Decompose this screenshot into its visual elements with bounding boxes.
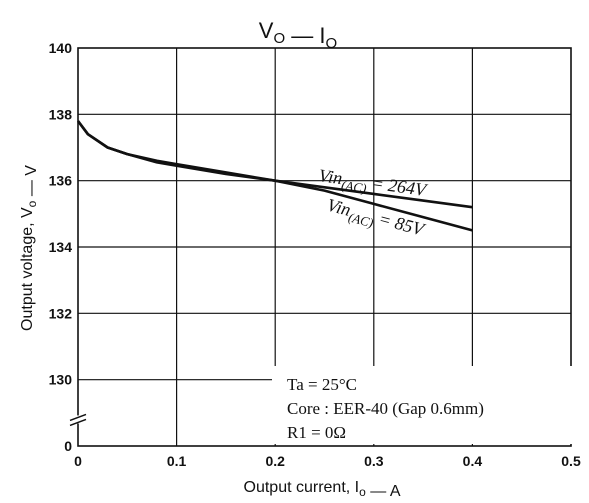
y-tick-5: 138 bbox=[49, 106, 73, 122]
x-tick-2: 0.2 bbox=[265, 453, 285, 469]
chart-title: VO — IO bbox=[259, 18, 337, 52]
y-tick-6: 140 bbox=[49, 40, 73, 56]
x-tick-labels: 0 0.1 0.2 0.3 0.4 0.5 bbox=[74, 453, 581, 469]
axis-break-line-1 bbox=[69, 413, 87, 422]
y-tick-labels: 0 130 132 134 136 138 140 bbox=[49, 40, 73, 454]
annotation-temperature: Ta = 25°C bbox=[287, 375, 357, 394]
series-label-85v: Vin(AC) = 85V bbox=[324, 195, 428, 244]
y-axis-label: Output voltage, Vo — V bbox=[19, 165, 40, 331]
y-tick-3: 134 bbox=[49, 239, 73, 255]
series-lines bbox=[76, 120, 473, 232]
x-tick-3: 0.3 bbox=[364, 453, 384, 469]
annotation-r1: R1 = 0Ω bbox=[287, 423, 346, 442]
x-tick-0: 0 bbox=[74, 453, 82, 469]
annotation-box bbox=[272, 366, 574, 444]
y-tick-4: 136 bbox=[49, 173, 73, 189]
annotation-core: Core : EER-40 (Gap 0.6mm) bbox=[287, 399, 484, 418]
axis-break-mark bbox=[69, 413, 87, 427]
x-tick-4: 0.4 bbox=[463, 453, 483, 469]
y-tick-0: 0 bbox=[64, 438, 72, 454]
axis-break-line-2 bbox=[69, 418, 87, 427]
plot-frame bbox=[77, 47, 572, 447]
x-tick-1: 0.1 bbox=[167, 453, 187, 469]
series-line-2 bbox=[76, 120, 473, 232]
x-tick-5: 0.5 bbox=[561, 453, 581, 469]
axis-break-gap bbox=[72, 415, 84, 424]
x-axis-label: Output current, Io — A bbox=[244, 479, 401, 500]
y-tick-1: 130 bbox=[49, 372, 73, 388]
y-tick-2: 132 bbox=[49, 305, 73, 321]
